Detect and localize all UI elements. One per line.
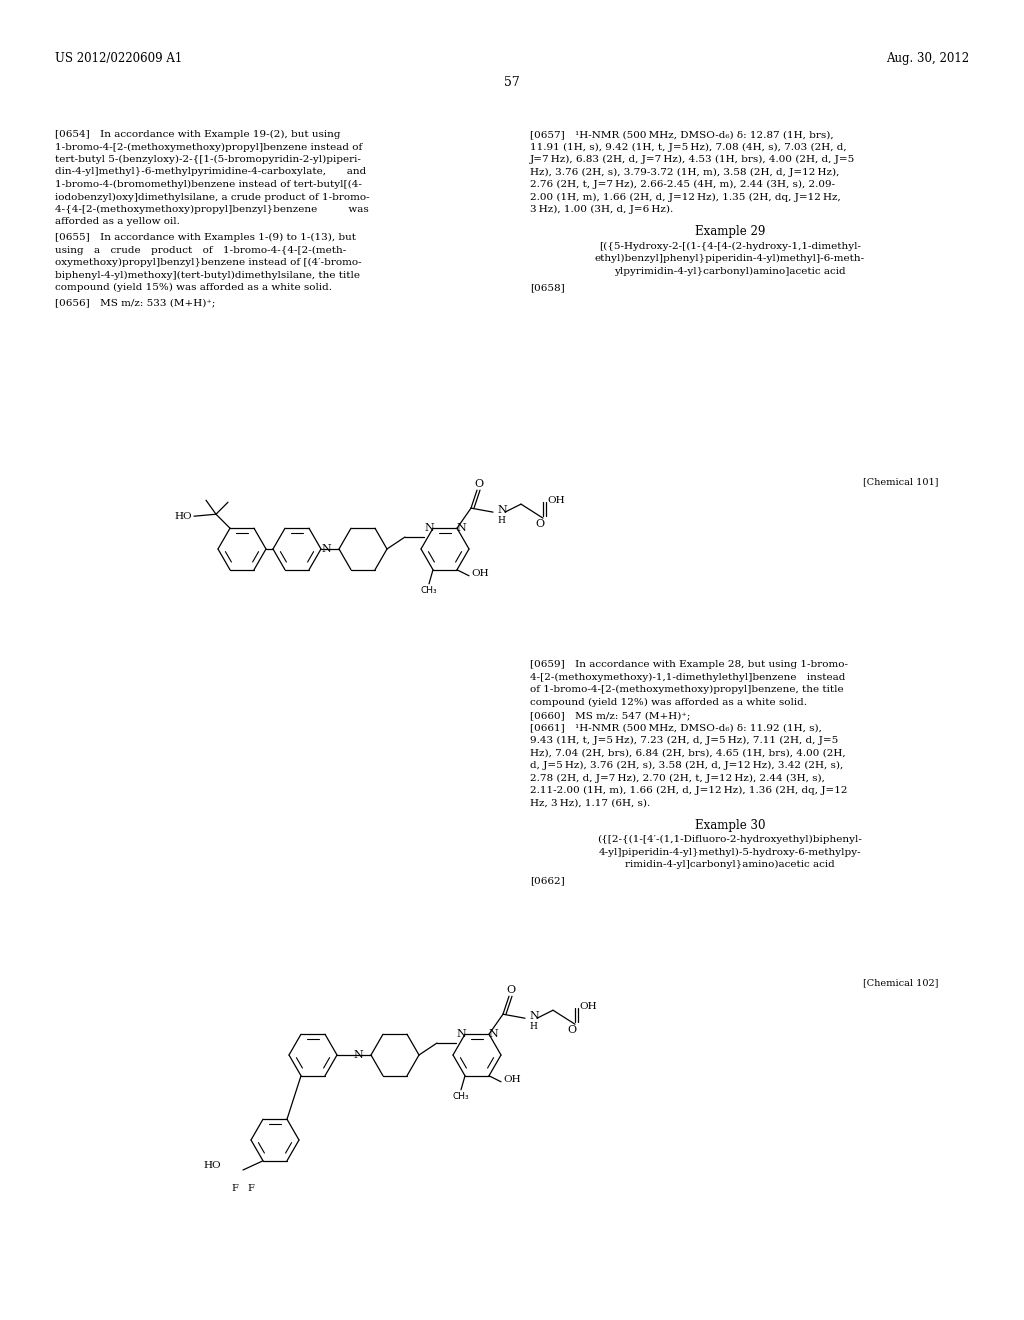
Text: [0658]: [0658] (530, 282, 565, 292)
Text: [0656] MS m/z: 533 (M+H)⁺;: [0656] MS m/z: 533 (M+H)⁺; (55, 298, 215, 308)
Text: US 2012/0220609 A1: US 2012/0220609 A1 (55, 51, 182, 65)
Text: HO: HO (204, 1162, 221, 1171)
Text: 2.00 (1H, m), 1.66 (2H, d, J=12 Hz), 1.35 (2H, dq, J=12 Hz,: 2.00 (1H, m), 1.66 (2H, d, J=12 Hz), 1.3… (530, 193, 841, 202)
Text: 4-{4-[2-(methoxymethoxy)propyl]benzyl}benzene   was: 4-{4-[2-(methoxymethoxy)propyl]benzyl}be… (55, 205, 369, 214)
Text: 11.91 (1H, s), 9.42 (1H, t, J=5 Hz), 7.08 (4H, s), 7.03 (2H, d,: 11.91 (1H, s), 9.42 (1H, t, J=5 Hz), 7.0… (530, 143, 847, 152)
Text: of 1-bromo-4-[2-(methoxymethoxy)propyl]benzene, the title: of 1-bromo-4-[2-(methoxymethoxy)propyl]b… (530, 685, 844, 694)
Text: 2.76 (2H, t, J=7 Hz), 2.66-2.45 (4H, m), 2.44 (3H, s), 2.09-: 2.76 (2H, t, J=7 Hz), 2.66-2.45 (4H, m),… (530, 180, 836, 189)
Text: [0655] In accordance with Examples 1-(9) to 1-(13), but: [0655] In accordance with Examples 1-(9)… (55, 234, 356, 242)
Text: N: N (497, 506, 507, 515)
Text: [0654] In accordance with Example 19-(2), but using: [0654] In accordance with Example 19-(2)… (55, 129, 341, 139)
Text: Hz), 7.04 (2H, brs), 6.84 (2H, brs), 4.65 (1H, brs), 4.00 (2H,: Hz), 7.04 (2H, brs), 6.84 (2H, brs), 4.6… (530, 748, 846, 758)
Text: 4-yl]piperidin-4-yl}methyl)-5-hydroxy-6-methylpy-: 4-yl]piperidin-4-yl}methyl)-5-hydroxy-6-… (599, 847, 861, 857)
Text: CH₃: CH₃ (421, 586, 437, 595)
Text: 1-bromo-4-(bromomethyl)benzene instead of tert-butyl[(4-: 1-bromo-4-(bromomethyl)benzene instead o… (55, 180, 361, 189)
Text: OH: OH (503, 1076, 520, 1084)
Text: 2.78 (2H, d, J=7 Hz), 2.70 (2H, t, J=12 Hz), 2.44 (3H, s),: 2.78 (2H, d, J=7 Hz), 2.70 (2H, t, J=12 … (530, 774, 825, 783)
Text: ({[2-{(1-[4′-(1,1-Difluoro-2-hydroxyethyl)biphenyl-: ({[2-{(1-[4′-(1,1-Difluoro-2-hydroxyethy… (598, 836, 862, 843)
Text: OH: OH (579, 1002, 597, 1011)
Text: J=7 Hz), 6.83 (2H, d, J=7 Hz), 4.53 (1H, brs), 4.00 (2H, d, J=5: J=7 Hz), 6.83 (2H, d, J=7 Hz), 4.53 (1H,… (530, 154, 855, 164)
Text: H: H (497, 516, 505, 524)
Text: 3 Hz), 1.00 (3H, d, J=6 Hz).: 3 Hz), 1.00 (3H, d, J=6 Hz). (530, 205, 673, 214)
Text: ylpyrimidin-4-yl}carbonyl)amino]acetic acid: ylpyrimidin-4-yl}carbonyl)amino]acetic a… (614, 267, 846, 276)
Text: compound (yield 12%) was afforded as a white solid.: compound (yield 12%) was afforded as a w… (530, 697, 807, 706)
Text: Example 29: Example 29 (695, 226, 765, 239)
Text: [0662]: [0662] (530, 876, 565, 886)
Text: ethyl)benzyl]phenyl}piperidin-4-yl)methyl]-6-meth-: ethyl)benzyl]phenyl}piperidin-4-yl)methy… (595, 253, 865, 263)
Text: Hz, 3 Hz), 1.17 (6H, s).: Hz, 3 Hz), 1.17 (6H, s). (530, 799, 650, 808)
Text: afforded as a yellow oil.: afforded as a yellow oil. (55, 218, 180, 227)
Text: [0660] MS m/z: 547 (M+H)⁺;: [0660] MS m/z: 547 (M+H)⁺; (530, 711, 690, 719)
Text: iodobenzyl)oxy]dimethylsilane, a crude product of 1-bromo-: iodobenzyl)oxy]dimethylsilane, a crude p… (55, 193, 370, 202)
Text: O: O (567, 1026, 577, 1035)
Text: F: F (231, 1184, 239, 1193)
Text: N: N (322, 544, 331, 554)
Text: OH: OH (547, 495, 564, 504)
Text: 9.43 (1H, t, J=5 Hz), 7.23 (2H, d, J=5 Hz), 7.11 (2H, d, J=5: 9.43 (1H, t, J=5 Hz), 7.23 (2H, d, J=5 H… (530, 737, 839, 744)
Text: [0661] ¹H-NMR (500 MHz, DMSO-d₆) δ: 11.92 (1H, s),: [0661] ¹H-NMR (500 MHz, DMSO-d₆) δ: 11.9… (530, 723, 822, 733)
Text: N: N (456, 1030, 466, 1039)
Text: N: N (456, 523, 466, 533)
Text: O: O (474, 479, 483, 490)
Text: Hz), 3.76 (2H, s), 3.79-3.72 (1H, m), 3.58 (2H, d, J=12 Hz),: Hz), 3.76 (2H, s), 3.79-3.72 (1H, m), 3.… (530, 168, 840, 177)
Text: using a crude product of 1-bromo-4-{4-[2-(meth-: using a crude product of 1-bromo-4-{4-[2… (55, 246, 346, 255)
Text: din-4-yl]methyl}-6-methylpyrimidine-4-carboxylate,  and: din-4-yl]methyl}-6-methylpyrimidine-4-ca… (55, 168, 367, 177)
Text: F: F (248, 1184, 254, 1193)
Text: rimidin-4-yl]carbonyl}amino)acetic acid: rimidin-4-yl]carbonyl}amino)acetic acid (625, 861, 835, 869)
Text: compound (yield 15%) was afforded as a white solid.: compound (yield 15%) was afforded as a w… (55, 282, 332, 292)
Text: 1-bromo-4-[2-(methoxymethoxy)propyl]benzene instead of: 1-bromo-4-[2-(methoxymethoxy)propyl]benz… (55, 143, 362, 152)
Text: d, J=5 Hz), 3.76 (2H, s), 3.58 (2H, d, J=12 Hz), 3.42 (2H, s),: d, J=5 Hz), 3.76 (2H, s), 3.58 (2H, d, J… (530, 762, 843, 770)
Text: N: N (424, 523, 434, 533)
Text: [({5-Hydroxy-2-[(1-{4-[4-(2-hydroxy-1,1-dimethyl-: [({5-Hydroxy-2-[(1-{4-[4-(2-hydroxy-1,1-… (599, 242, 861, 251)
Text: tert-butyl 5-(benzyloxy)-2-{[1-(5-bromopyridin-2-yl)piperi-: tert-butyl 5-(benzyloxy)-2-{[1-(5-bromop… (55, 154, 360, 164)
Text: 4-[2-(methoxymethoxy)-1,1-dimethylethyl]benzene instead: 4-[2-(methoxymethoxy)-1,1-dimethylethyl]… (530, 672, 846, 681)
Text: oxymethoxy)propyl]benzyl}benzene instead of [(4′-bromo-: oxymethoxy)propyl]benzyl}benzene instead… (55, 257, 361, 267)
Text: [0659] In accordance with Example 28, but using 1-bromo-: [0659] In accordance with Example 28, bu… (530, 660, 848, 669)
Text: biphenyl-4-yl)methoxy](tert-butyl)dimethylsilane, the title: biphenyl-4-yl)methoxy](tert-butyl)dimeth… (55, 271, 360, 280)
Text: [Chemical 102]: [Chemical 102] (863, 978, 939, 987)
Text: 2.11-2.00 (1H, m), 1.66 (2H, d, J=12 Hz), 1.36 (2H, dq, J=12: 2.11-2.00 (1H, m), 1.66 (2H, d, J=12 Hz)… (530, 785, 848, 795)
Text: CH₃: CH₃ (453, 1092, 469, 1101)
Text: 57: 57 (504, 77, 520, 88)
Text: H: H (529, 1022, 537, 1031)
Text: Aug. 30, 2012: Aug. 30, 2012 (886, 51, 969, 65)
Text: OH: OH (471, 569, 488, 578)
Text: HO: HO (174, 512, 191, 520)
Text: [0657] ¹H-NMR (500 MHz, DMSO-d₆) δ: 12.87 (1H, brs),: [0657] ¹H-NMR (500 MHz, DMSO-d₆) δ: 12.8… (530, 129, 834, 139)
Text: Example 30: Example 30 (694, 818, 765, 832)
Text: O: O (536, 519, 545, 529)
Text: O: O (507, 985, 515, 995)
Text: [Chemical 101]: [Chemical 101] (863, 477, 939, 486)
Text: N: N (529, 1011, 539, 1022)
Text: N: N (353, 1049, 362, 1060)
Text: N: N (488, 1030, 498, 1039)
